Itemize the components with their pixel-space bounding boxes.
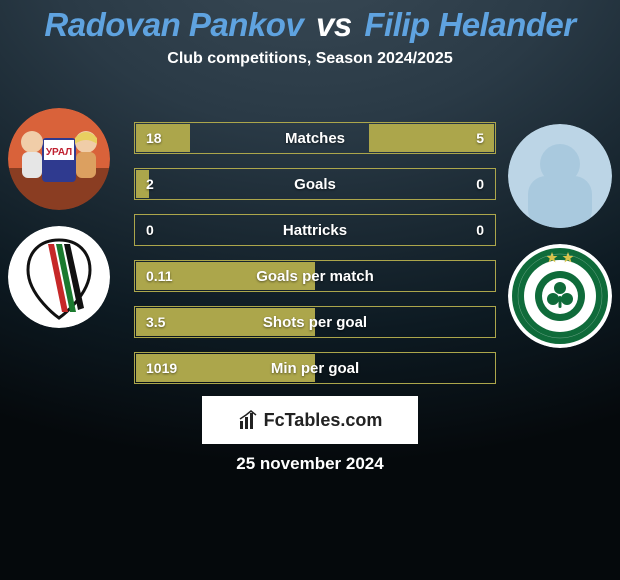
stat-label: Min per goal <box>136 354 494 382</box>
stat-row: Goals2 0 <box>136 170 494 198</box>
svg-text:УРАЛ: УРАЛ <box>46 147 72 158</box>
stat-row: Goals per match0.11 <box>136 262 494 290</box>
stat-value-left: 0 <box>146 216 154 244</box>
stat-label: Matches <box>136 124 494 152</box>
stat-label: Shots per goal <box>136 308 494 336</box>
comparison-date: 25 november 2024 <box>0 454 620 474</box>
stat-row: Hattricks0 0 <box>136 216 494 244</box>
page-title: Radovan Pankov vs Filip Helander <box>0 0 620 44</box>
stats-bars: Matches185Goals20Hattricks00Goals per ma… <box>136 124 494 382</box>
title-vs: vs <box>316 6 352 43</box>
stat-value-right: 0 <box>476 170 484 198</box>
stat-row: Shots per goal3.5 <box>136 308 494 336</box>
stat-label: Goals <box>136 170 494 198</box>
stat-row: Matches18 5 <box>136 124 494 152</box>
stat-label: Goals per match <box>136 262 494 290</box>
player-a-photo: УРАЛ <box>8 108 110 210</box>
stat-value-left: 2 <box>146 170 154 198</box>
stat-row: Min per goal1019 <box>136 354 494 382</box>
chart-icon <box>238 409 260 431</box>
stat-label: Hattricks <box>136 216 494 244</box>
subtitle: Club competitions, Season 2024/2025 <box>0 50 620 68</box>
player-b-club-logo <box>508 244 612 348</box>
source-watermark: FcTables.com <box>202 396 418 444</box>
stat-value-right: 0 <box>476 216 484 244</box>
stat-value-left: 1019 <box>146 354 177 382</box>
comparison-card: Radovan Pankov vs Filip Helander Club co… <box>0 0 620 580</box>
title-player-b: Filip Helander <box>364 6 575 43</box>
right-avatar-column <box>508 124 612 348</box>
stat-value-right: 5 <box>476 124 484 152</box>
player-a-club-logo <box>8 226 110 328</box>
watermark-text: FcTables.com <box>264 410 383 431</box>
left-avatar-column: УРАЛ <box>8 108 110 328</box>
stat-value-left: 3.5 <box>146 308 165 336</box>
title-player-a: Radovan Pankov <box>44 6 303 43</box>
player-b-photo <box>508 124 612 228</box>
stat-value-left: 18 <box>146 124 162 152</box>
stat-value-left: 0.11 <box>146 262 172 290</box>
